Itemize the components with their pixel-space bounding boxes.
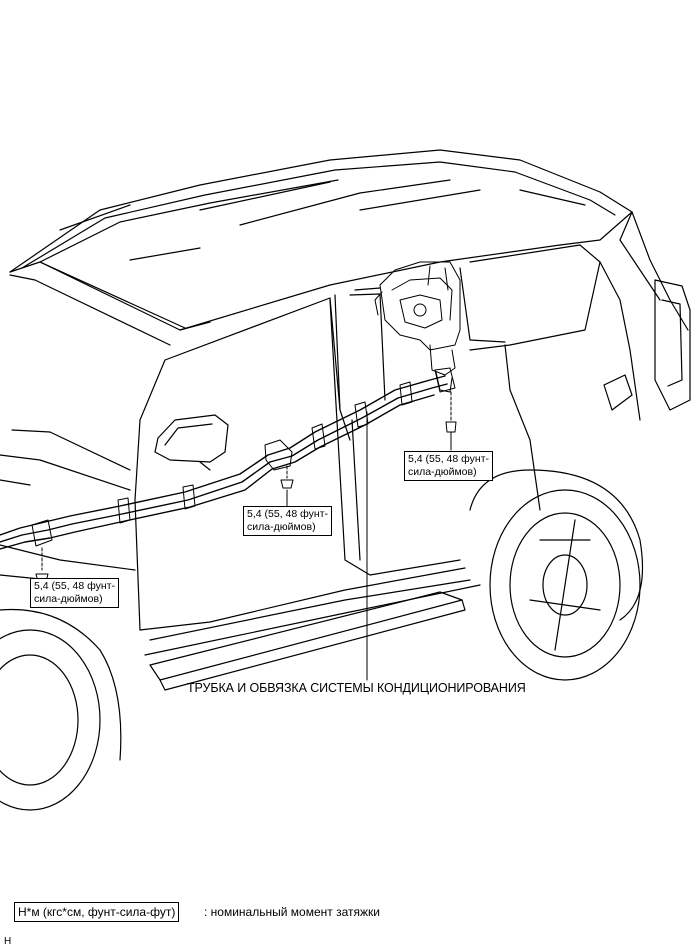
torque-callout-right: 5,4 (55, 48 фунт- сила-дюймов) xyxy=(404,451,493,481)
torque-callout-middle: 5,4 (55, 48 фунт- сила-дюймов) xyxy=(243,506,332,536)
vehicle-running-board xyxy=(149,591,466,691)
torque-units-legend-box: Н*м (кгс*см, фунт-сила-фут) xyxy=(14,902,180,922)
mounting-bolts xyxy=(35,391,457,583)
vehicle-fuel-door xyxy=(603,374,633,411)
vehicle-body-side xyxy=(134,211,689,656)
ac-piping-label: ТРУБКА И ОБВЯЗКА СИСТЕМЫ КОНДИЦИОНИРОВАН… xyxy=(187,681,526,695)
ac-unit-assembly xyxy=(374,261,461,393)
callout-leaders xyxy=(41,411,452,681)
vehicle-rear-wheel xyxy=(469,469,644,681)
vehicle-windshield xyxy=(9,261,211,471)
vehicle-roof xyxy=(9,149,633,273)
vehicle-side-mirror xyxy=(154,414,229,471)
piping-clamps xyxy=(31,367,456,547)
torque-callout-left: 5,4 (55, 48 фунт- сила-дюймов) xyxy=(30,578,119,608)
vehicle-front-wheel xyxy=(0,608,122,811)
torque-units-legend-description: : номинальный момент затяжки xyxy=(204,905,380,919)
corner-mark: H xyxy=(4,936,12,947)
vehicle-hood-front xyxy=(0,454,136,581)
vehicle-tail-light xyxy=(654,279,691,411)
ac-piping-route xyxy=(0,375,448,550)
